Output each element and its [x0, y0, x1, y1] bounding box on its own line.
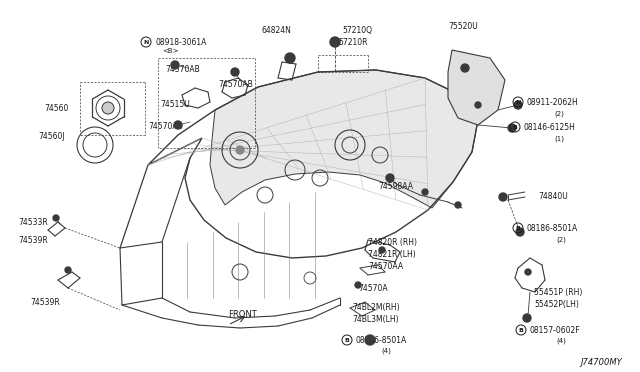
Text: 74570AB: 74570AB: [148, 122, 183, 131]
Text: 74560: 74560: [44, 104, 68, 113]
Text: J74700MY: J74700MY: [580, 358, 622, 367]
Text: 74840U: 74840U: [538, 192, 568, 201]
Circle shape: [523, 314, 531, 322]
Text: 55452P(LH): 55452P(LH): [534, 300, 579, 309]
Circle shape: [53, 215, 59, 221]
Text: 74BL2M(RH): 74BL2M(RH): [352, 303, 399, 312]
Circle shape: [102, 102, 114, 114]
Circle shape: [461, 64, 469, 72]
Text: FRONT: FRONT: [228, 310, 257, 319]
Text: 74570AB: 74570AB: [218, 80, 253, 89]
Polygon shape: [210, 70, 478, 208]
Circle shape: [379, 247, 385, 253]
Text: <B>: <B>: [162, 48, 179, 54]
Text: N: N: [143, 39, 148, 45]
Circle shape: [386, 174, 394, 182]
Text: N: N: [515, 99, 521, 105]
Text: 08186-8501A: 08186-8501A: [356, 336, 407, 345]
Text: 08911-2062H: 08911-2062H: [527, 98, 579, 107]
Text: (1): (1): [554, 135, 564, 141]
Text: (2): (2): [556, 236, 566, 243]
Text: 74533R: 74533R: [18, 218, 48, 227]
Text: 74570AB: 74570AB: [165, 65, 200, 74]
Text: 74560J: 74560J: [38, 132, 65, 141]
Text: 74820R (RH): 74820R (RH): [368, 238, 417, 247]
Text: 64824N: 64824N: [262, 26, 292, 35]
Polygon shape: [448, 50, 505, 125]
Text: 74570AA: 74570AA: [368, 262, 403, 271]
Text: 74515U: 74515U: [160, 100, 189, 109]
Text: 75520U: 75520U: [448, 22, 477, 31]
Circle shape: [422, 189, 428, 195]
Circle shape: [231, 68, 239, 76]
Text: 74598AA: 74598AA: [378, 182, 413, 191]
Text: 57210R: 57210R: [338, 38, 367, 47]
Text: (4): (4): [381, 348, 391, 355]
Circle shape: [285, 53, 295, 63]
Circle shape: [330, 37, 340, 47]
Circle shape: [516, 228, 524, 236]
Circle shape: [171, 61, 179, 69]
Text: 08918-3061A: 08918-3061A: [155, 38, 206, 47]
Circle shape: [365, 335, 375, 345]
Text: 74539R: 74539R: [18, 236, 48, 245]
Circle shape: [525, 269, 531, 275]
Text: 74BL3M(LH): 74BL3M(LH): [352, 315, 399, 324]
Text: 74570A: 74570A: [358, 284, 388, 293]
Text: (2): (2): [554, 110, 564, 116]
Text: B: B: [344, 337, 349, 343]
Text: (4): (4): [556, 338, 566, 344]
Circle shape: [508, 124, 516, 132]
Circle shape: [499, 193, 507, 201]
Text: B: B: [513, 125, 517, 129]
Text: 08146-6125H: 08146-6125H: [524, 123, 576, 132]
Text: 74821R (LH): 74821R (LH): [368, 250, 416, 259]
Text: 55451P (RH): 55451P (RH): [534, 288, 582, 297]
Circle shape: [475, 102, 481, 108]
Text: 57210Q: 57210Q: [342, 26, 372, 35]
Circle shape: [236, 146, 244, 154]
Text: B: B: [516, 225, 520, 231]
Circle shape: [65, 267, 71, 273]
Circle shape: [455, 202, 461, 208]
Text: 74539R: 74539R: [30, 298, 60, 307]
Text: B: B: [518, 327, 524, 333]
Text: 08157-0602F: 08157-0602F: [530, 326, 580, 335]
Circle shape: [514, 101, 522, 109]
Text: 08186-8501A: 08186-8501A: [527, 224, 579, 233]
Circle shape: [355, 282, 361, 288]
Circle shape: [174, 121, 182, 129]
